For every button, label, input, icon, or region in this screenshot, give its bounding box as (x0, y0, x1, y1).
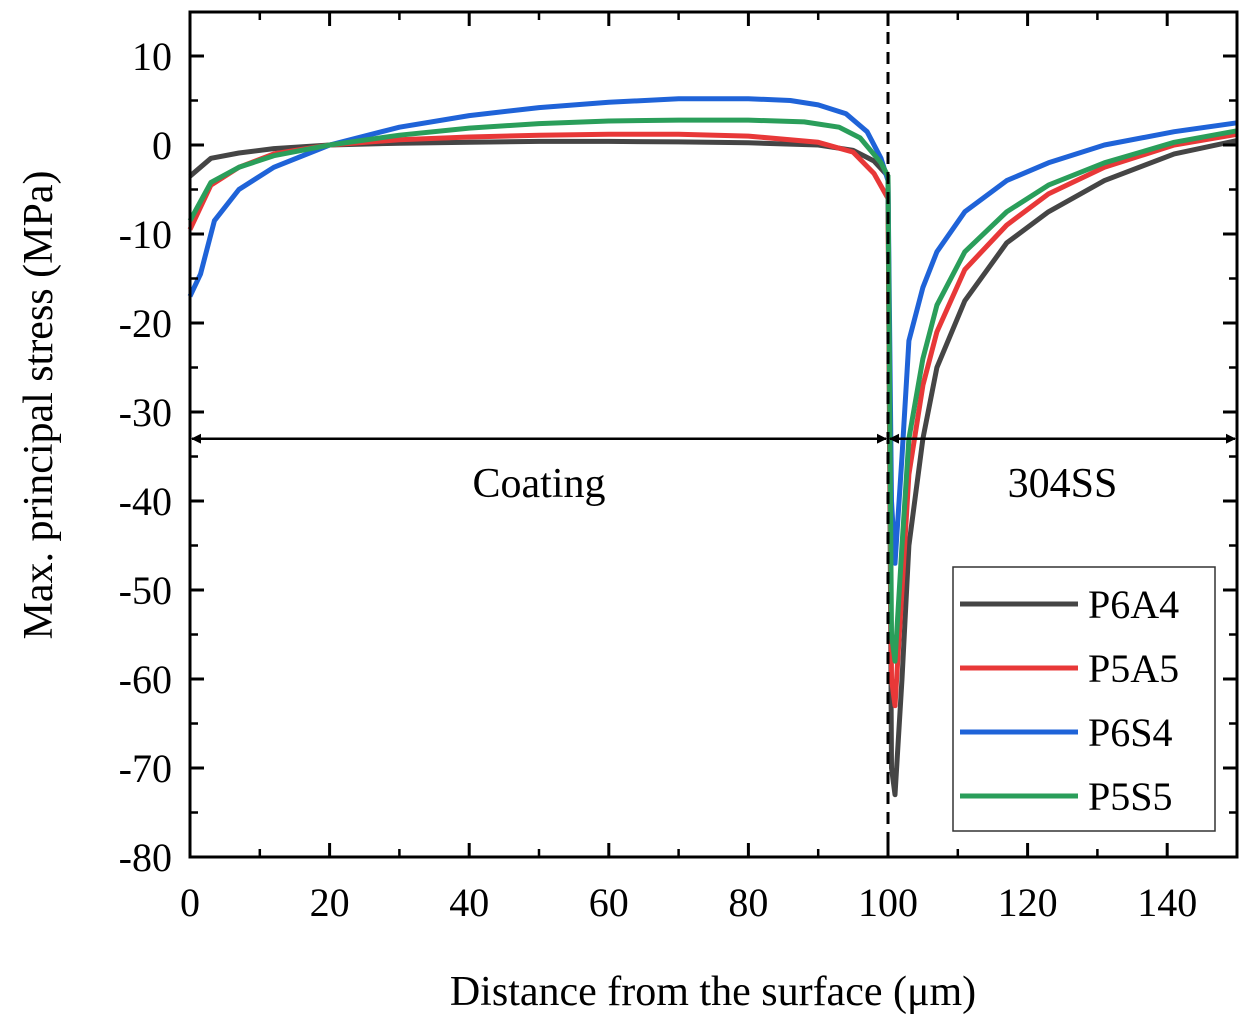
annotation-label: Coating (473, 461, 606, 507)
x-tick-label: 40 (449, 880, 489, 925)
y-axis-title: Max. principal stress (MPa) (16, 171, 62, 640)
y-tick-label: -80 (119, 835, 172, 880)
annotation-coating: Coating (191, 433, 887, 507)
y-tick-label: -10 (119, 212, 172, 257)
legend-label: P6A4 (1088, 582, 1179, 627)
legend-item-p5a5: P5A5 (960, 646, 1179, 691)
legend-label: P5S5 (1088, 774, 1173, 819)
y-tick-label: 10 (132, 34, 172, 79)
legend-item-p6a4: P6A4 (960, 582, 1179, 627)
annotation-304ss: 304SS (889, 433, 1236, 507)
series-line-p5s5 (187, 117, 1238, 664)
y-tick-label: -60 (119, 657, 172, 702)
y-tick-label: -70 (119, 746, 172, 791)
legend: P6A4 P5A5 P6S4 P5S5 (952, 566, 1216, 832)
y-tick-label: 0 (152, 123, 172, 168)
y-tick-label: -50 (119, 568, 172, 613)
legend-item-p5s5: P5S5 (960, 774, 1173, 819)
x-tick-label: 140 (1137, 880, 1197, 925)
x-tick-label: 100 (858, 880, 918, 925)
legend-box (952, 566, 1216, 832)
x-tick-label: 60 (589, 880, 629, 925)
plot-frame (188, 10, 1239, 859)
legend-label: P6S4 (1088, 710, 1173, 755)
y-tick-label: -20 (119, 301, 172, 346)
legend-label: P5A5 (1088, 646, 1179, 691)
x-tick-label: 80 (728, 880, 768, 925)
x-tick-label: 120 (998, 880, 1058, 925)
y-tick-label: -30 (119, 390, 172, 435)
x-tick-label: 0 (180, 880, 200, 925)
y-tick-label: -40 (119, 479, 172, 524)
x-tick-label: 20 (310, 880, 350, 925)
series-layer (187, 96, 1238, 798)
annotation-label: 304SS (1008, 461, 1118, 507)
legend-item-p6s4: P6S4 (960, 710, 1173, 755)
x-axis-title: Distance from the surface (μm) (450, 969, 976, 1015)
